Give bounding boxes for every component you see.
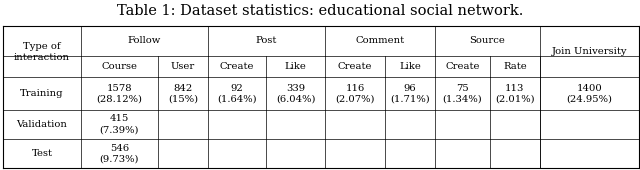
Text: Validation: Validation — [17, 120, 67, 129]
Text: Post: Post — [255, 37, 277, 46]
Text: Like: Like — [399, 62, 421, 71]
Text: Join University: Join University — [552, 47, 627, 56]
Text: 339
(6.04%): 339 (6.04%) — [276, 84, 316, 103]
Text: 75
(1.34%): 75 (1.34%) — [442, 84, 483, 103]
Text: Follow: Follow — [127, 37, 161, 46]
Text: Rate: Rate — [503, 62, 527, 71]
Text: Table 1: Dataset statistics: educational social network.: Table 1: Dataset statistics: educational… — [117, 4, 523, 18]
Text: 113
(2.01%): 113 (2.01%) — [495, 84, 534, 103]
Text: Like: Like — [285, 62, 307, 71]
Text: 1578
(28.12%): 1578 (28.12%) — [96, 84, 142, 103]
Text: 92
(1.64%): 92 (1.64%) — [218, 84, 257, 103]
Text: Source: Source — [469, 37, 506, 46]
Text: Create: Create — [338, 62, 372, 71]
Text: 1400
(24.95%): 1400 (24.95%) — [566, 84, 612, 103]
Text: Test: Test — [31, 149, 52, 158]
Text: 96
(1.71%): 96 (1.71%) — [390, 84, 430, 103]
Text: Create: Create — [220, 62, 254, 71]
Text: Training: Training — [20, 89, 63, 98]
Text: Create: Create — [445, 62, 479, 71]
Text: Type of
interaction: Type of interaction — [14, 42, 70, 62]
Text: 116
(2.07%): 116 (2.07%) — [335, 84, 374, 103]
Text: 842
(15%): 842 (15%) — [168, 84, 198, 103]
Text: User: User — [171, 62, 195, 71]
Text: 546
(9.73%): 546 (9.73%) — [100, 144, 139, 164]
Text: Comment: Comment — [355, 37, 404, 46]
Text: 415
(7.39%): 415 (7.39%) — [100, 114, 139, 134]
Text: Course: Course — [101, 62, 138, 71]
